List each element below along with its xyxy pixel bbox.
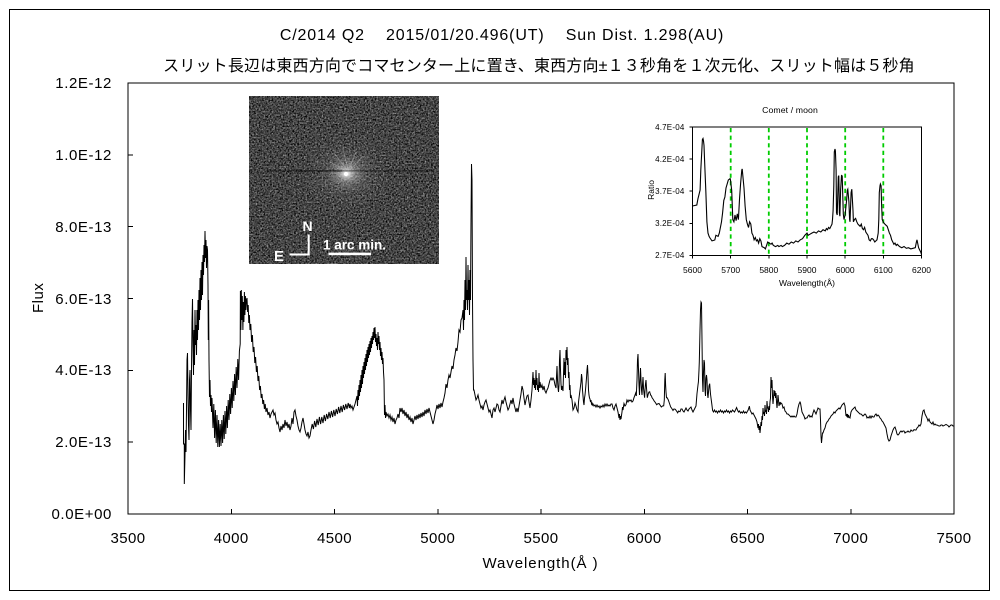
svg-text:E: E <box>274 248 284 265</box>
svg-text:N: N <box>303 218 313 234</box>
svg-text:1 arc min.: 1 arc min. <box>323 238 386 253</box>
